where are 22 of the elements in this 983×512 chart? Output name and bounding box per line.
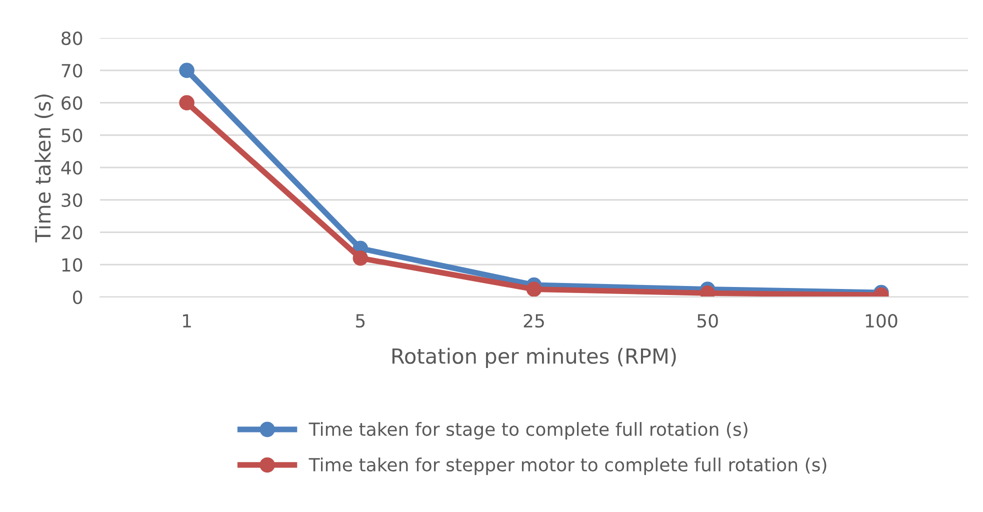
legend-label: Time taken for stepper motor to complete full rotation (s) — [308, 458, 826, 476]
x-tick-label: 100 — [866, 314, 898, 328]
x-tick-label: 25 — [524, 314, 544, 328]
y-tick-label: 60 — [62, 96, 82, 110]
y-tick-label: 50 — [62, 128, 82, 142]
legend-label: Time taken for stage to complete full rotation (s) — [308, 422, 748, 440]
x-axis-title: Rotation per minutes (RPM) — [392, 348, 676, 368]
y-tick-label: 80 — [62, 31, 82, 46]
y-tick-label: 10 — [62, 258, 82, 272]
point — [352, 250, 368, 266]
y-tick-label: 20 — [62, 226, 82, 240]
y-tick-label: 30 — [62, 193, 82, 207]
point — [179, 95, 194, 110]
y-axis-title: Time taken (s) — [34, 94, 54, 242]
x-tick-label: 1 — [183, 314, 191, 328]
y-tick-label: 40 — [61, 160, 82, 175]
point — [179, 62, 194, 78]
point — [526, 282, 542, 297]
x-tick-label: 5 — [356, 314, 365, 328]
y-tick-label: 0 — [73, 290, 82, 304]
x-tick-label: 50 — [698, 314, 718, 328]
y-tick-label: 70 — [62, 64, 82, 78]
